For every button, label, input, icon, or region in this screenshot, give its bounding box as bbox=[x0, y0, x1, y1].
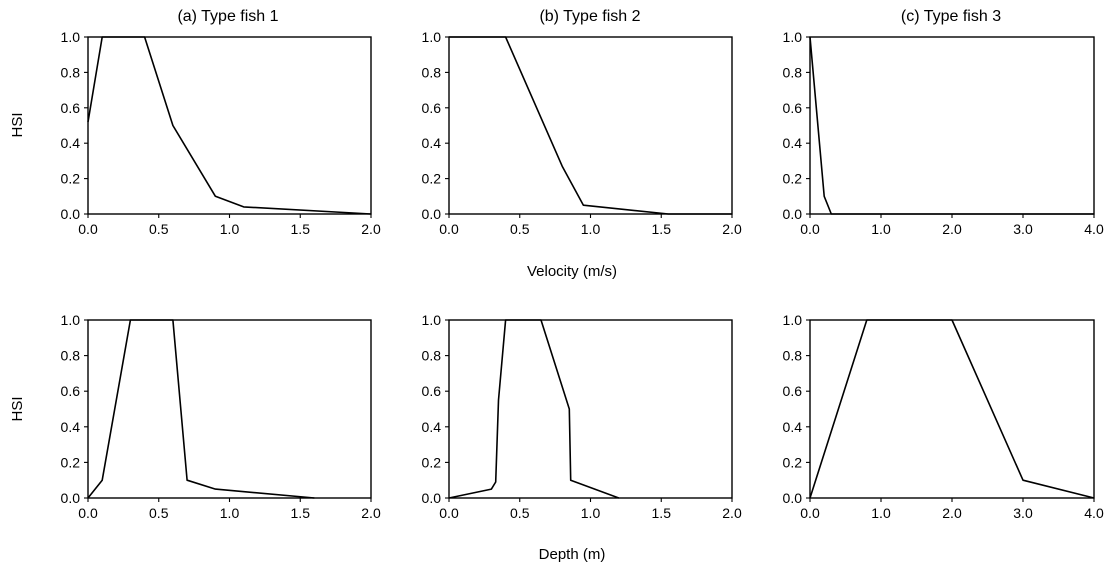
y-tick-label: 0.6 bbox=[61, 383, 81, 399]
panel-velocity-fish-1: 0.0 0.2 0.4 0.6 0.8 1.0 0.0 0.5 1.0 1.5 2.0 bbox=[61, 29, 381, 237]
y-tick-label: 1.0 bbox=[61, 29, 81, 45]
x-tick-label: 2.0 bbox=[361, 221, 381, 237]
x-tick-label: 1.0 bbox=[871, 221, 891, 237]
y-tick-label: 0.8 bbox=[422, 348, 442, 364]
x-tick-label: 4.0 bbox=[1084, 505, 1104, 521]
x-tick-label: 0.5 bbox=[510, 505, 530, 521]
hsi-series-line bbox=[448, 319, 620, 499]
x-tick-label: 1.5 bbox=[291, 505, 311, 521]
hsi-series-line bbox=[809, 36, 1094, 215]
y-tick-label: 1.0 bbox=[422, 312, 442, 328]
x-tick-label: 3.0 bbox=[1013, 505, 1033, 521]
x-tick-label: 0.5 bbox=[149, 221, 169, 237]
panel-depth-fish-1: 0.0 0.2 0.4 0.6 0.8 1.0 0.0 0.5 1.0 1.5 2.0 bbox=[61, 312, 381, 521]
x-tick-label: 1.0 bbox=[871, 505, 891, 521]
x-tick-label: 2.0 bbox=[722, 221, 742, 237]
hsi-series-line bbox=[449, 36, 732, 215]
x-tick-label: 2.0 bbox=[361, 505, 381, 521]
y-tick-label: 0.8 bbox=[422, 64, 442, 80]
y-tick-label: 0.2 bbox=[783, 454, 803, 470]
plot-frame bbox=[448, 319, 733, 499]
y-tick-label: 0.8 bbox=[61, 348, 81, 364]
panel-title-b: (b) Type fish 2 bbox=[539, 8, 640, 25]
y-tick-label: 1.0 bbox=[61, 312, 81, 328]
y-tick-label: 0.4 bbox=[61, 419, 81, 435]
panel-depth-fish-2: 0.0 0.2 0.4 0.6 0.8 1.0 0.0 0.5 1.0 1.5 2.0 bbox=[422, 312, 742, 521]
y-tick-label: 0.0 bbox=[61, 206, 81, 222]
plot-frame bbox=[809, 319, 1095, 499]
y-tick-label: 0.2 bbox=[422, 171, 442, 187]
x-tick-label: 0.0 bbox=[78, 505, 98, 521]
y-tick-label: 0.6 bbox=[61, 100, 81, 116]
plot-frame bbox=[448, 36, 733, 215]
y-tick-label: 1.0 bbox=[783, 312, 803, 328]
x-axis-title-velocity: Velocity (m/s) bbox=[527, 263, 617, 280]
x-tick-label: 0.0 bbox=[439, 221, 459, 237]
y-tick-label: 0.2 bbox=[422, 454, 442, 470]
y-axis-title-top: HSI bbox=[9, 112, 26, 137]
x-tick-label: 0.0 bbox=[800, 221, 820, 237]
y-tick-label: 0.0 bbox=[783, 206, 803, 222]
y-tick-label: 0.4 bbox=[61, 135, 81, 151]
x-tick-label: 1.0 bbox=[581, 505, 601, 521]
panel-title-c: (c) Type fish 3 bbox=[901, 8, 1001, 25]
x-tick-label: 1.5 bbox=[291, 221, 311, 237]
y-tick-label: 0.8 bbox=[783, 348, 803, 364]
panel-title-a: (a) Type fish 1 bbox=[177, 8, 278, 25]
x-tick-label: 1.5 bbox=[652, 505, 672, 521]
panel-velocity-fish-2: 0.0 0.2 0.4 0.6 0.8 1.0 0.0 0.5 1.0 1.5 2.0 bbox=[422, 29, 742, 237]
y-tick-label: 0.6 bbox=[422, 383, 442, 399]
hsi-series-line bbox=[809, 319, 1095, 499]
y-tick-label: 0.4 bbox=[422, 419, 442, 435]
y-tick-label: 0.8 bbox=[783, 64, 803, 80]
x-tick-label: 0.5 bbox=[149, 505, 169, 521]
x-tick-label: 0.5 bbox=[510, 221, 530, 237]
x-tick-label: 0.0 bbox=[78, 221, 98, 237]
y-tick-label: 0.4 bbox=[783, 135, 803, 151]
y-tick-label: 0.6 bbox=[422, 100, 442, 116]
plot-frame bbox=[809, 36, 1095, 215]
x-axis-title-depth: Depth (m) bbox=[539, 546, 606, 563]
x-tick-label: 0.0 bbox=[800, 505, 820, 521]
y-tick-label: 0.0 bbox=[61, 490, 81, 506]
y-tick-label: 0.0 bbox=[422, 490, 442, 506]
x-tick-label: 0.0 bbox=[439, 505, 459, 521]
x-tick-label: 1.0 bbox=[220, 221, 240, 237]
y-tick-label: 0.4 bbox=[422, 135, 442, 151]
y-tick-label: 0.8 bbox=[61, 64, 81, 80]
y-tick-label: 0.0 bbox=[783, 490, 803, 506]
y-tick-label: 1.0 bbox=[783, 29, 803, 45]
plot-frame bbox=[87, 319, 372, 499]
x-tick-label: 3.0 bbox=[1013, 221, 1033, 237]
y-tick-label: 0.6 bbox=[783, 100, 803, 116]
x-tick-label: 1.0 bbox=[220, 505, 240, 521]
hsi-series-line bbox=[87, 319, 315, 499]
y-tick-label: 0.4 bbox=[783, 419, 803, 435]
x-tick-label: 2.0 bbox=[942, 221, 962, 237]
panel-depth-fish-3: 0.0 0.2 0.4 0.6 0.8 1.0 0.0 1.0 2.0 3.0 4.0 bbox=[783, 312, 1104, 521]
panel-velocity-fish-3: 0.0 0.2 0.4 0.6 0.8 1.0 0.0 1.0 2.0 3.0 4.0 bbox=[783, 29, 1104, 237]
x-tick-label: 4.0 bbox=[1084, 221, 1104, 237]
y-tick-label: 0.2 bbox=[61, 171, 81, 187]
x-tick-label: 2.0 bbox=[942, 505, 962, 521]
x-tick-label: 1.5 bbox=[652, 221, 672, 237]
x-tick-label: 2.0 bbox=[722, 505, 742, 521]
x-tick-label: 1.0 bbox=[581, 221, 601, 237]
y-tick-label: 0.2 bbox=[61, 454, 81, 470]
y-tick-label: 0.2 bbox=[783, 171, 803, 187]
y-tick-label: 0.6 bbox=[783, 383, 803, 399]
y-tick-label: 0.0 bbox=[422, 206, 442, 222]
y-tick-label: 1.0 bbox=[422, 29, 442, 45]
y-axis-title-bottom: HSI bbox=[9, 396, 26, 421]
plot-frame bbox=[87, 36, 372, 215]
hsi-series-line bbox=[87, 36, 372, 215]
